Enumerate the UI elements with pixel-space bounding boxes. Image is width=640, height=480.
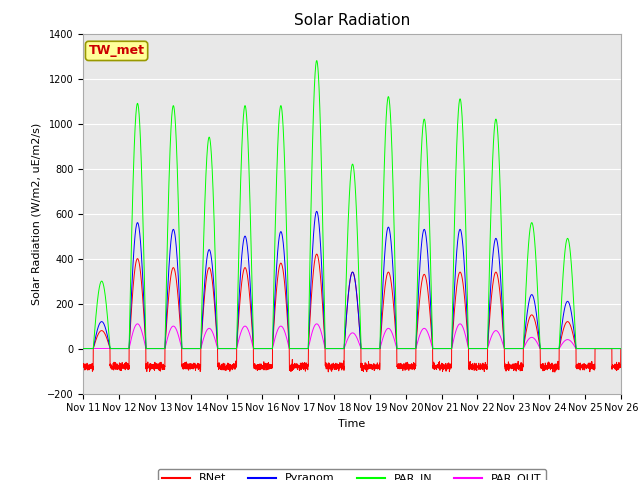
RNet <box>332 360 340 366</box>
PAR_OUT <box>472 346 480 351</box>
Pyranom <box>616 346 624 351</box>
PAR_IN <box>616 346 624 351</box>
Line: Pyranom: Pyranom <box>83 211 621 348</box>
Y-axis label: Solar Radiation (W/m2, uE/m2/s): Solar Radiation (W/m2, uE/m2/s) <box>31 122 42 305</box>
Pyranom <box>472 346 480 351</box>
PAR_IN <box>313 58 321 63</box>
PAR_OUT <box>443 346 451 351</box>
Pyranom <box>313 208 321 214</box>
PAR_OUT <box>616 346 624 351</box>
PAR_OUT <box>176 337 184 343</box>
RNet <box>503 364 511 370</box>
PAR_IN <box>617 346 625 351</box>
RNet <box>313 251 321 257</box>
Line: RNet: RNet <box>83 254 621 372</box>
PAR_IN <box>503 346 511 351</box>
Pyranom <box>79 346 87 351</box>
RNet <box>443 364 451 370</box>
PAR_OUT <box>503 346 511 351</box>
RNet <box>176 317 184 323</box>
PAR_IN <box>79 346 87 351</box>
Pyranom <box>176 303 184 309</box>
RNet <box>616 364 624 370</box>
Pyranom <box>332 346 340 351</box>
Pyranom <box>443 346 451 351</box>
PAR_OUT <box>313 321 321 327</box>
Text: TW_met: TW_met <box>88 44 145 58</box>
PAR_OUT <box>79 346 87 351</box>
Line: PAR_OUT: PAR_OUT <box>83 324 621 348</box>
Pyranom <box>617 346 625 351</box>
RNet <box>617 346 625 351</box>
PAR_IN <box>443 346 451 351</box>
PAR_OUT <box>332 346 340 351</box>
Legend: RNet, Pyranom, PAR_IN, PAR_OUT: RNet, Pyranom, PAR_IN, PAR_OUT <box>158 469 546 480</box>
RNet <box>472 365 480 371</box>
PAR_IN <box>176 259 184 264</box>
PAR_IN <box>332 346 340 351</box>
Pyranom <box>503 346 511 351</box>
RNet <box>79 363 87 369</box>
RNet <box>551 369 559 375</box>
Title: Solar Radiation: Solar Radiation <box>294 13 410 28</box>
PAR_OUT <box>617 346 625 351</box>
Line: PAR_IN: PAR_IN <box>83 60 621 348</box>
PAR_IN <box>472 346 480 351</box>
X-axis label: Time: Time <box>339 419 365 429</box>
